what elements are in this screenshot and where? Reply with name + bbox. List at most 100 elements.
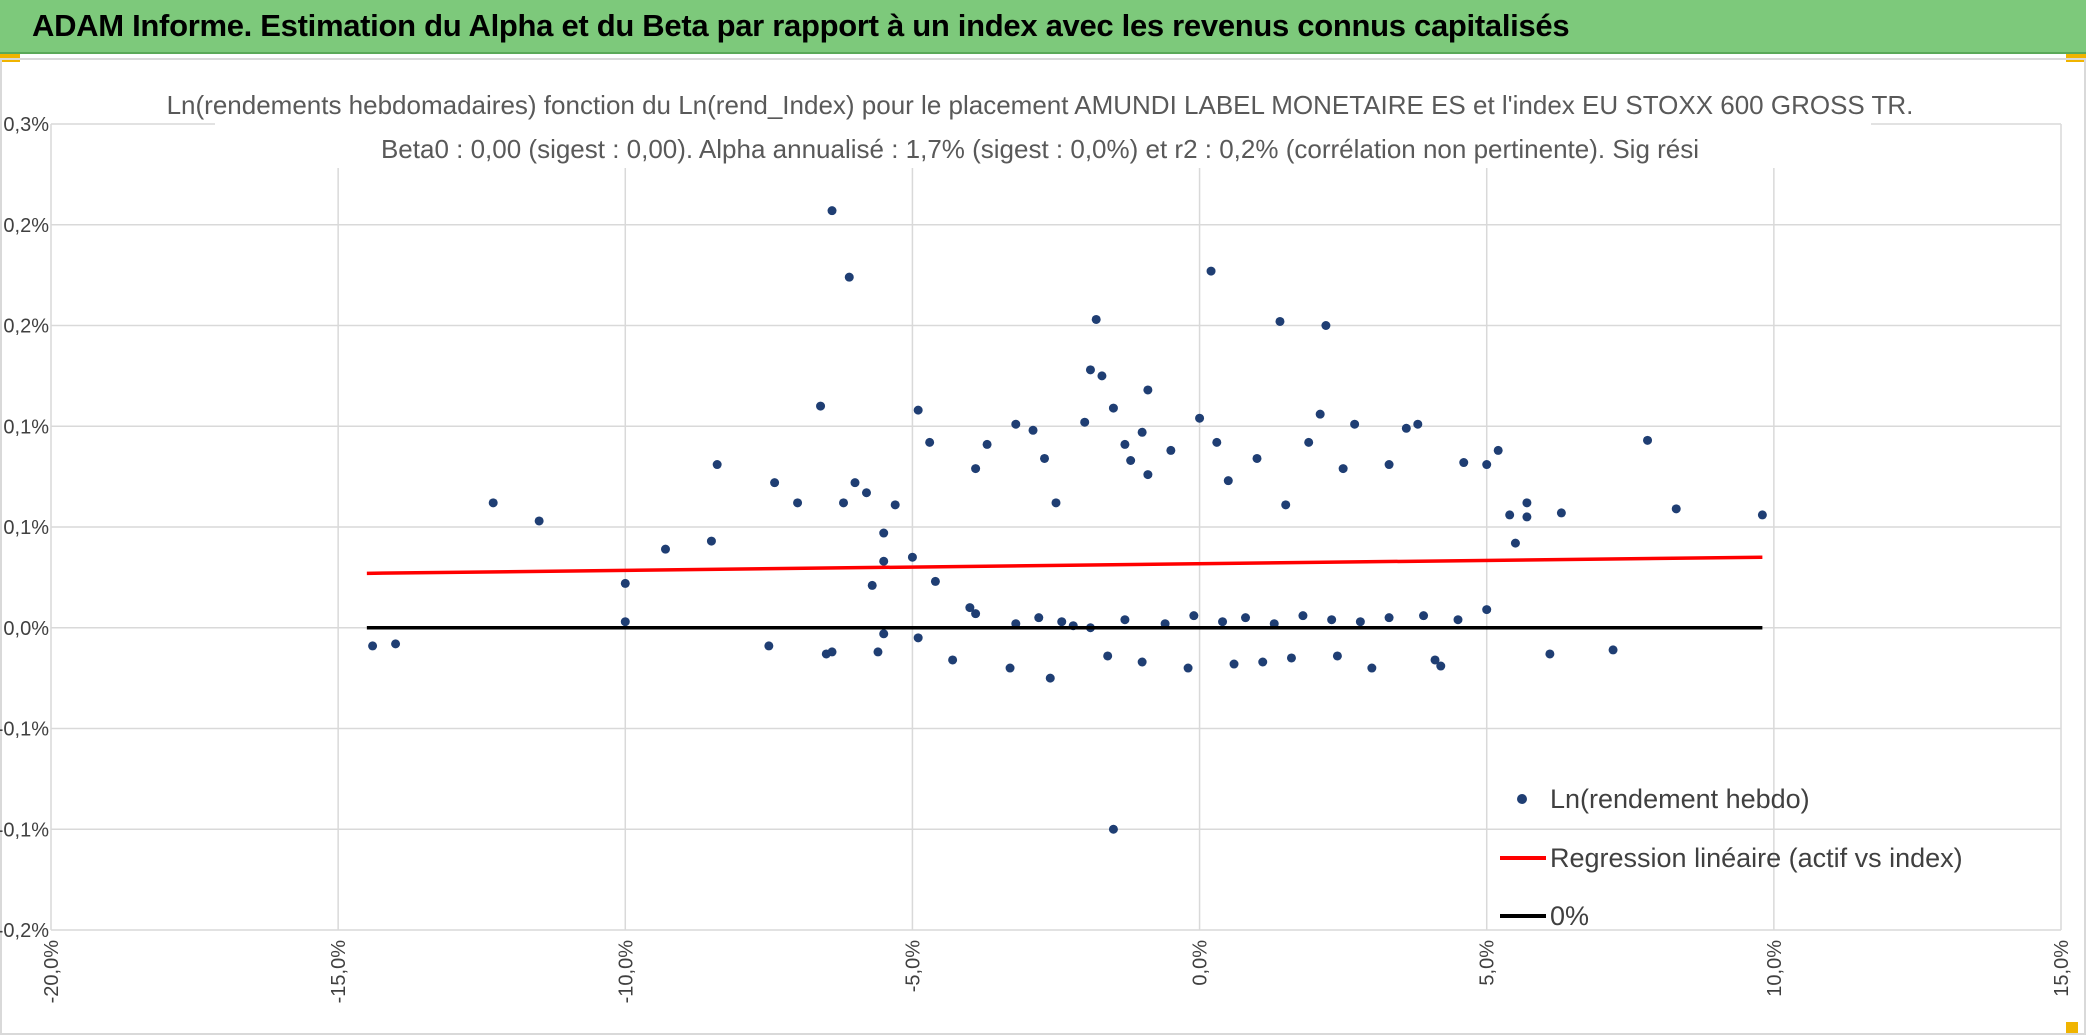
- chart-legend: Ln(rendement hebdo) Regression linéaire …: [1500, 784, 1963, 931]
- scatter-point: [1281, 500, 1291, 510]
- scatter-point: [1327, 615, 1337, 625]
- scatter-point: [1218, 617, 1228, 627]
- scatter-point: [1384, 613, 1394, 623]
- scatter-point: [1298, 611, 1308, 621]
- scatter-point: [706, 536, 716, 546]
- scatter-point: [1108, 824, 1118, 834]
- scatter-point: [1005, 663, 1015, 673]
- scatter-point: [1367, 663, 1377, 673]
- scatter-point: [620, 578, 630, 588]
- scatter-point: [1482, 605, 1492, 615]
- x-axis-ticks: -20,0% -15,0% -10,0% -5,0% 0,0% 5,0% 10,0% 15,0…: [41, 940, 2073, 1004]
- scatter-point: [1143, 470, 1153, 480]
- scatter-point: [1493, 445, 1503, 455]
- x-tick-label: -5,0%: [902, 940, 924, 992]
- scatter-point: [764, 641, 774, 651]
- scatter-point: [1671, 504, 1681, 514]
- scatter-point: [1091, 314, 1101, 324]
- report-title: ADAM Informe. Estimation du Alpha et du …: [32, 8, 1570, 43]
- y-axis-ticks: 0,3% 0,2% 0,2% 0,1% 0,1% 0,0% -0,1% -0,1% -0,2%: [0, 114, 49, 942]
- scatter-point: [1057, 617, 1067, 627]
- scatter-point: [1252, 453, 1262, 463]
- x-tick-label: 5,0%: [1477, 940, 1499, 986]
- legend-label-regression: Regression linéaire (actif vs index): [1550, 843, 1963, 873]
- scatter-point: [1522, 498, 1532, 508]
- x-tick-label: -10,0%: [615, 940, 637, 1004]
- scatter-point: [1453, 615, 1463, 625]
- scatter-point: [1275, 316, 1285, 326]
- scatter-point: [1332, 651, 1342, 661]
- line-series: [366, 555, 1763, 630]
- regression-line: [366, 555, 1763, 576]
- scatter-point: [1522, 512, 1532, 522]
- scatter-point: [1269, 619, 1279, 629]
- scatter-point: [890, 500, 900, 510]
- scatter-point: [827, 206, 837, 216]
- scatter-point: [1505, 510, 1515, 520]
- scatter-point: [879, 528, 889, 538]
- scatter-point: [1338, 464, 1348, 474]
- scatter-point: [971, 464, 981, 474]
- scatter-point: [488, 498, 498, 508]
- scatter-point: [620, 617, 630, 627]
- scatter-point: [1011, 419, 1021, 429]
- scatter-point: [1143, 385, 1153, 395]
- scatter-point: [873, 647, 883, 657]
- scatter-point: [1028, 425, 1038, 435]
- corner-mark-bottom-right: [2066, 1022, 2078, 1034]
- y-tick-label: 0,1%: [3, 517, 49, 539]
- scatter-point: [965, 603, 975, 613]
- scatter-point: [1045, 673, 1055, 683]
- report-header: ADAM Informe. Estimation du Alpha et du …: [0, 0, 2086, 54]
- scatter-point: [391, 639, 401, 649]
- scatter-point: [844, 272, 854, 282]
- scatter-point: [1085, 365, 1095, 375]
- chart-subtitle: Beta0 : 0,00 (sigest : 0,00). Alpha annu…: [381, 134, 1699, 164]
- scatter-point: [368, 641, 378, 651]
- scatter-point: [793, 498, 803, 508]
- scatter-point: [712, 460, 722, 470]
- scatter-point: [1643, 435, 1653, 445]
- scatter-point: [948, 655, 958, 665]
- scatter-point: [1108, 403, 1118, 413]
- y-tick-label: -0,1%: [0, 819, 49, 841]
- scatter-point: [1304, 437, 1314, 447]
- scatter-point: [1011, 619, 1021, 629]
- scatter-point: [1556, 508, 1566, 518]
- scatter-point: [1229, 659, 1239, 669]
- scatter-point: [930, 576, 940, 586]
- scatter-point: [1286, 653, 1296, 663]
- scatter-point: [660, 544, 670, 554]
- scatter-point: [1103, 651, 1113, 661]
- scatter-point: [1459, 458, 1469, 468]
- scatter-point: [1166, 445, 1176, 455]
- scatter-point: [1545, 649, 1555, 659]
- scatter-point: [1436, 661, 1446, 671]
- scatter-point: [1430, 655, 1440, 665]
- scatter-point: [1419, 611, 1429, 621]
- scatter-point: [1321, 321, 1331, 330]
- scatter-point: [1241, 613, 1251, 623]
- scatter-point: [1120, 615, 1130, 625]
- scatter-point: [1223, 476, 1233, 486]
- scatter-point: [1401, 423, 1411, 433]
- x-tick-label: -15,0%: [328, 940, 350, 1004]
- scatter-point: [861, 488, 871, 498]
- scatter-point: [1120, 439, 1130, 449]
- y-tick-label: -0,2%: [0, 920, 49, 942]
- scatter-point: [1413, 419, 1423, 429]
- y-tick-label: 0,2%: [3, 316, 49, 338]
- scatter-point: [879, 556, 889, 566]
- scatter-point: [1384, 460, 1394, 470]
- scatter-point: [850, 478, 860, 488]
- scatter-point: [1160, 619, 1170, 629]
- y-tick-label: 0,0%: [3, 618, 49, 640]
- scatter-point: [879, 629, 889, 639]
- scatter-point: [1510, 538, 1520, 548]
- scatter-point: [1355, 617, 1365, 627]
- scatter-series: [368, 206, 1767, 834]
- scatter-point: [1040, 453, 1050, 463]
- x-tick-label: 15,0%: [2051, 940, 2073, 997]
- scatter-point: [1183, 663, 1193, 673]
- scatter-point: [1212, 437, 1222, 447]
